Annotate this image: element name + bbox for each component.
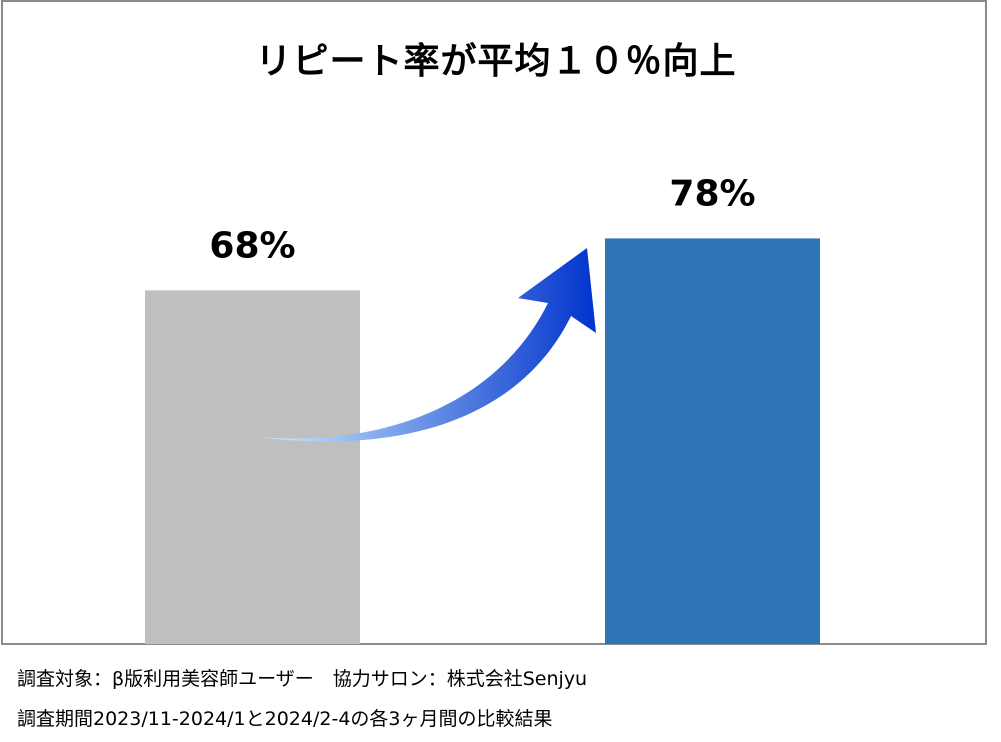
data-label-1: 68% (209, 225, 295, 266)
chart-title: リピート率が平均１０％向上 (255, 41, 737, 82)
growth-arrow-icon (258, 248, 596, 442)
survey-period-note: 調査期間2023/11-2024/1と2024/2-4の各3ヶ月間の比較結果 (17, 708, 553, 730)
bar-1 (145, 290, 360, 644)
data-label-2: 78% (669, 173, 755, 214)
survey-target-note: 調査対象：β版利用美容師ユーザー 協力サロン：株式会社Senjyu (17, 668, 588, 690)
bar-2 (605, 238, 820, 644)
